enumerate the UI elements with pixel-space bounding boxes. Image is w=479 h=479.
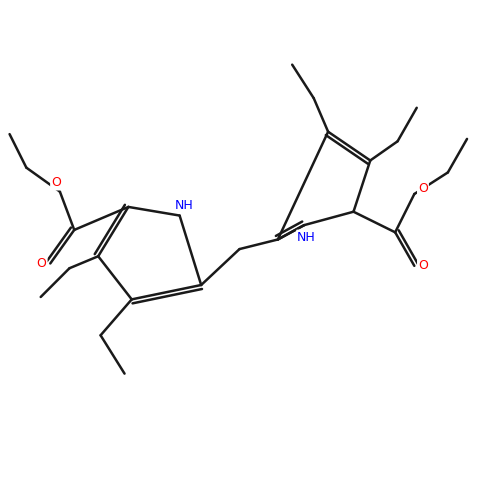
Text: NH: NH bbox=[297, 230, 316, 244]
Text: NH: NH bbox=[175, 198, 194, 212]
Text: O: O bbox=[51, 176, 61, 190]
Text: O: O bbox=[418, 259, 428, 273]
Text: O: O bbox=[418, 182, 428, 195]
Text: O: O bbox=[37, 257, 46, 270]
